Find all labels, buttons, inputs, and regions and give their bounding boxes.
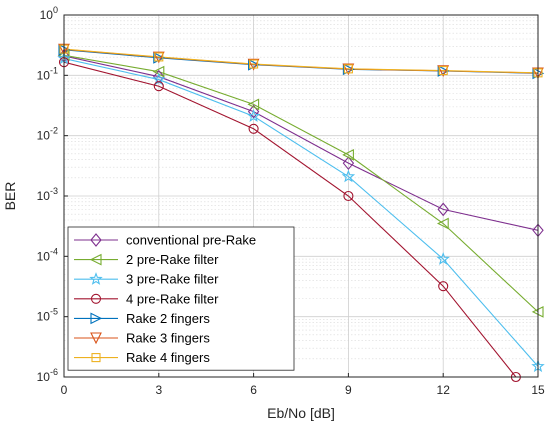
- legend-label: 2 pre-Rake filter: [126, 252, 219, 267]
- y-tick-exponent: -3: [50, 186, 58, 196]
- y-tick-base: 10: [37, 68, 51, 82]
- data-point: [153, 51, 166, 64]
- data-point: [247, 98, 260, 111]
- data-point: [248, 58, 260, 71]
- data-point: [437, 65, 450, 78]
- y-tick-base: 10: [40, 8, 54, 22]
- legend-marker: [90, 233, 102, 247]
- legend-marker: [91, 353, 101, 363]
- x-tick-label: 15: [531, 383, 545, 397]
- data-point: [247, 104, 260, 119]
- data-point: [437, 202, 449, 217]
- y-tick-label: 10-4: [37, 246, 58, 263]
- series-layer: [64, 48, 538, 377]
- data-point: [248, 123, 259, 134]
- y-tick-exponent: -6: [50, 367, 58, 377]
- x-tick-label: 12: [437, 383, 451, 397]
- data-point: [342, 156, 355, 171]
- y-tick-base: 10: [37, 249, 51, 263]
- series-line: [64, 55, 538, 231]
- data-point: [342, 149, 354, 161]
- y-axis-title: BER: [2, 182, 18, 211]
- data-point: [246, 109, 261, 122]
- x-axis-title: Eb/No [dB]: [267, 405, 335, 421]
- y-tick-label: 10-6: [37, 367, 58, 384]
- data-point: [343, 64, 353, 74]
- x-tick-label: 9: [345, 383, 352, 397]
- y-tick-label: 10-2: [37, 126, 58, 143]
- data-point: [341, 169, 356, 183]
- y-tick-exponent: 0: [53, 5, 58, 15]
- data-point: [247, 58, 260, 71]
- y-tick-base: 10: [37, 129, 51, 143]
- y-tick-exponent: -5: [50, 307, 58, 317]
- data-point: [152, 51, 165, 64]
- legend-marker: [89, 253, 102, 266]
- legend-label: conventional pre-Rake: [126, 233, 256, 248]
- x-tick-label: 6: [250, 383, 257, 397]
- y-tick-label: 100: [40, 5, 58, 22]
- y-tick-exponent: -2: [50, 126, 58, 136]
- series-line: [64, 54, 538, 313]
- legend: conventional pre-Rake 2 pre-Rake filter 3 …: [67, 226, 295, 371]
- series-line: [64, 57, 538, 367]
- data-point: [437, 65, 450, 77]
- y-tick-label: 10-3: [37, 186, 58, 203]
- legend-label: 4 pre-Rake filter: [126, 291, 219, 306]
- y-tick-label: 10-5: [37, 307, 58, 324]
- legend-label: Rake 3 fingers: [126, 331, 210, 346]
- y-tick-base: 10: [37, 370, 51, 384]
- series-line: [64, 61, 517, 377]
- y-tick-base: 10: [37, 310, 51, 324]
- data-point: [342, 63, 355, 76]
- y-tick-exponent: -1: [50, 65, 58, 75]
- data-point: [153, 81, 164, 92]
- data-point: [343, 190, 354, 202]
- x-tick-label: 0: [61, 383, 68, 397]
- series-line: [64, 48, 538, 74]
- legend-label: Rake 2 fingers: [126, 311, 210, 326]
- x-tick-label: 3: [155, 383, 162, 397]
- data-point: [438, 281, 449, 292]
- data-point: [436, 252, 450, 265]
- legend-label: Rake 4 fingers: [126, 350, 210, 365]
- data-point: [436, 217, 449, 230]
- data-point: [342, 63, 355, 76]
- y-tick-base: 10: [37, 189, 51, 203]
- legend-marker: [90, 312, 103, 325]
- legend-label: 3 pre-Rake filter: [126, 272, 219, 287]
- legend-marker: [90, 332, 102, 345]
- data-point: [438, 66, 448, 76]
- data-point: [249, 59, 259, 69]
- legend-marker: [90, 293, 102, 304]
- y-tick-label: 10-1: [37, 65, 58, 82]
- data-point: [153, 69, 165, 84]
- legend-marker: [89, 272, 103, 285]
- y-tick-exponent: -4: [50, 246, 58, 256]
- data-point: [154, 52, 164, 62]
